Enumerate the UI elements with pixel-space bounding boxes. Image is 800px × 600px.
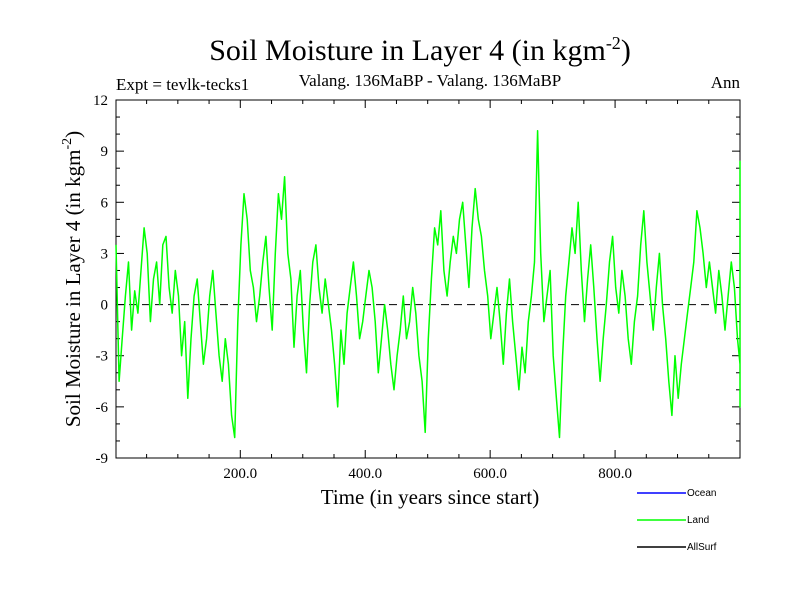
x-tick-label: 600.0 [473, 466, 507, 482]
data-series [115, 129, 741, 439]
x-tick-label: 400.0 [348, 466, 382, 482]
season-label: Ann [711, 73, 741, 92]
y-tick-label: 12 [93, 93, 108, 109]
y-tick-labels: -9 -6 -3 0 3 6 9 12 [93, 93, 109, 467]
y-tick-label: 6 [101, 195, 109, 211]
period-label: Valang. 136MaBP - Valang. 136MaBP [299, 71, 562, 90]
y-tick-label: -6 [96, 400, 109, 416]
series-line-land [115, 129, 741, 439]
x-tick-label: 800.0 [598, 466, 632, 482]
chart-title: Soil Moisture in Layer 4 (in kgm-2) [209, 33, 631, 67]
x-tick-labels: 200.0 400.0 600.0 800.0 [223, 466, 632, 482]
legend-label-allsurf: AllSurf [687, 542, 717, 553]
y-axis-label: Soil Moisture in Layer 4 (in kgm-2) [60, 131, 85, 427]
y-tick-label: 9 [101, 144, 109, 160]
x-tick-label: 200.0 [223, 466, 257, 482]
axis-ticks [116, 99, 740, 459]
experiment-label: Expt = tevlk-tecks1 [116, 75, 249, 94]
legend-label-land: Land [687, 515, 709, 526]
legend: Ocean Land AllSurf [637, 488, 717, 553]
y-tick-label: 3 [101, 246, 109, 262]
y-tick-label: -3 [96, 349, 109, 365]
legend-label-ocean: Ocean [687, 488, 716, 499]
x-axis-label: Time (in years since start) [321, 485, 540, 509]
y-tick-label: 0 [101, 298, 109, 314]
plot-frame [115, 99, 741, 459]
y-tick-label: -9 [96, 451, 109, 467]
